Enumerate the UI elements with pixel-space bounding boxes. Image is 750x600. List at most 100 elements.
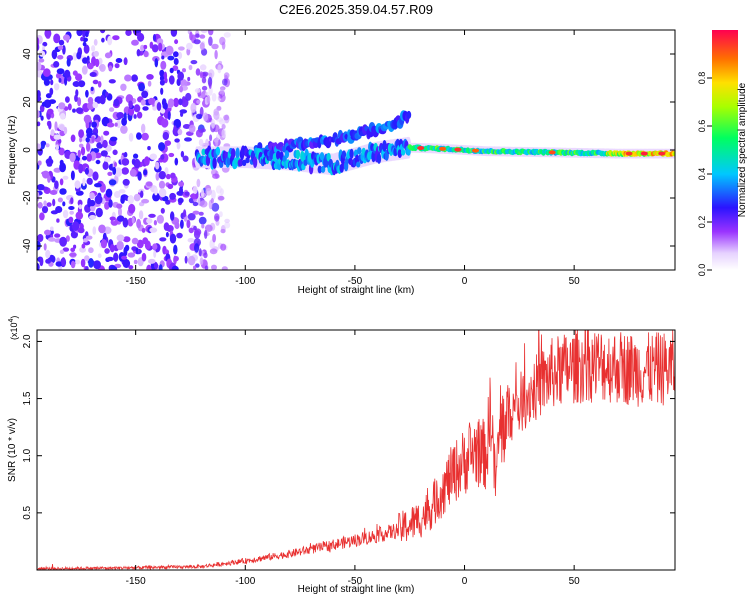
- spectrogram-noise-cell: [147, 146, 151, 151]
- spectrogram-noise-cell: [173, 58, 179, 65]
- spectrogram-noise-cell: [112, 149, 118, 156]
- spectrogram-noise-cell: [95, 207, 103, 218]
- spectrogram-noise-cell: [45, 143, 50, 148]
- spectrogram-noise-cell: [121, 167, 129, 175]
- spectrogram-noise-cell: [37, 191, 40, 202]
- spectrogram-noise-cell: [159, 79, 165, 86]
- spectrogram-noise-cell: [173, 97, 180, 108]
- spectrogram-noise-cell: [102, 139, 108, 149]
- spectrogram-noise-cell: [192, 210, 200, 215]
- spectrogram-noise-cell: [58, 102, 66, 110]
- spectrogram-noise-cell: [215, 136, 219, 147]
- spectrogram-noise-cell: [211, 93, 217, 102]
- spectrogram-noise-cell: [143, 44, 148, 50]
- spectrogram-noise-cell: [208, 69, 215, 79]
- spectrogram-noise-cell: [113, 252, 119, 262]
- spectrogram-noise-cell: [184, 191, 190, 196]
- spectrogram-ytick-label: 20: [22, 96, 33, 108]
- spectrogram-noise-cell: [178, 46, 185, 51]
- spectrogram-noise-cell: [94, 183, 102, 188]
- spectrogram-noise-cell: [100, 239, 107, 249]
- spectrogram-signal-cell: [317, 165, 322, 174]
- spectrogram-noise-cell: [97, 253, 102, 258]
- spectrogram-xlabel: Height of straight line (km): [298, 285, 415, 296]
- spectrogram-noise-cell: [131, 39, 139, 46]
- spectrogram-noise-cell: [214, 213, 220, 222]
- spectrogram-noise-cell: [177, 71, 184, 81]
- spectrogram-noise-cell: [133, 114, 137, 119]
- spectrogram-noise-cell: [133, 104, 141, 113]
- spectrogram-noise-cell: [85, 266, 89, 270]
- spectrogram-noise-cell: [144, 156, 150, 166]
- spectrogram-noise-cell: [121, 117, 127, 126]
- colorbar-tick-label: 0.0: [697, 264, 707, 277]
- spectrogram-noise-cell: [83, 238, 88, 243]
- spectrogram-noise-cell: [172, 65, 179, 71]
- spectrogram-xtick-label: -50: [348, 276, 363, 287]
- colorbar-tick-label: 0.8: [697, 72, 707, 85]
- spectrogram-noise-cell: [205, 91, 209, 97]
- spectrogram-noise-cell: [63, 126, 68, 135]
- spectrogram-noise-cell: [158, 42, 163, 52]
- spectrogram-noise-cell: [46, 162, 53, 167]
- spectrogram-noise-cell: [201, 77, 207, 84]
- spectrogram-noise-cell: [131, 158, 136, 165]
- snr-plot-area: [37, 330, 675, 570]
- spectrogram-noise-cell: [99, 94, 106, 105]
- spectrogram-noise-cell: [53, 61, 60, 68]
- spectrogram-noise-cell: [118, 189, 126, 194]
- spectrogram-noise-cell: [124, 74, 132, 82]
- spectrogram-noise-cell: [40, 140, 47, 146]
- spectrogram-noise-cell: [52, 198, 56, 207]
- spectrogram-noise-cell: [212, 173, 220, 179]
- spectrogram-noise-cell: [123, 151, 128, 158]
- spectrogram-noise-cell: [70, 230, 78, 239]
- spectrogram-noise-cell: [167, 183, 174, 190]
- spectrogram-noise-cell: [77, 227, 85, 234]
- spectrogram-noise-cell: [81, 65, 88, 75]
- spectrogram-noise-cell: [141, 198, 150, 204]
- spectrogram-noise-cell: [199, 257, 204, 266]
- spectrogram-noise-cell: [137, 171, 142, 181]
- spectrogram-noise-cell: [37, 110, 40, 119]
- spectrogram-peak-cell: [454, 147, 462, 152]
- spectrogram-noise-cell: [198, 211, 204, 216]
- spectrogram-noise-cell: [59, 249, 65, 254]
- spectrogram-noise-cell: [37, 262, 40, 270]
- spectrogram-noise-cell: [141, 227, 146, 233]
- spectrogram-noise-cell: [51, 49, 58, 60]
- spectrogram-noise-cell: [142, 237, 149, 245]
- spectrogram-noise-cell: [173, 51, 179, 58]
- spectrogram-noise-cell: [155, 161, 160, 170]
- spectrogram-signal-cell: [252, 156, 258, 168]
- spectrogram-noise-cell: [146, 264, 152, 270]
- spectrogram-noise-cell: [190, 102, 197, 113]
- spectrogram-noise-cell: [120, 125, 128, 134]
- spectrogram-signal-cell: [357, 147, 362, 155]
- spectrogram-noise-cell: [98, 224, 106, 234]
- spectrogram-noise-cell: [148, 97, 155, 105]
- spectrogram-noise-cell: [219, 188, 224, 196]
- spectrogram-noise-cell: [107, 35, 113, 46]
- spectrogram-noise-cell: [177, 197, 184, 204]
- spectrogram-noise-cell: [57, 197, 64, 203]
- spectrogram-noise-cell: [146, 218, 153, 224]
- spectrogram-noise-cell: [204, 265, 209, 270]
- spectrogram-noise-cell: [189, 31, 193, 41]
- spectrogram-noise-cell: [140, 190, 144, 198]
- snr-ytick-label: 1.0: [22, 448, 33, 462]
- spectrogram-noise-cell: [37, 184, 45, 191]
- spectrogram-ytick-label: -20: [22, 190, 33, 205]
- spectrogram-noise-cell: [141, 123, 146, 134]
- spectrogram-noise-cell: [87, 197, 92, 208]
- spectrogram-noise-cell: [116, 112, 125, 119]
- spectrogram-noise-cell: [158, 188, 167, 198]
- spectrogram-noise-cell: [213, 111, 220, 120]
- spectrogram-noise-cell: [59, 178, 64, 186]
- spectrogram-noise-cell: [72, 108, 76, 113]
- spectrogram-noise-cell: [173, 125, 177, 135]
- spectrogram-noise-cell: [44, 229, 51, 236]
- spectrogram-noise-cell: [208, 80, 212, 90]
- spectrogram-peak-cell: [439, 146, 447, 151]
- spectrogram-noise-cell: [54, 83, 60, 91]
